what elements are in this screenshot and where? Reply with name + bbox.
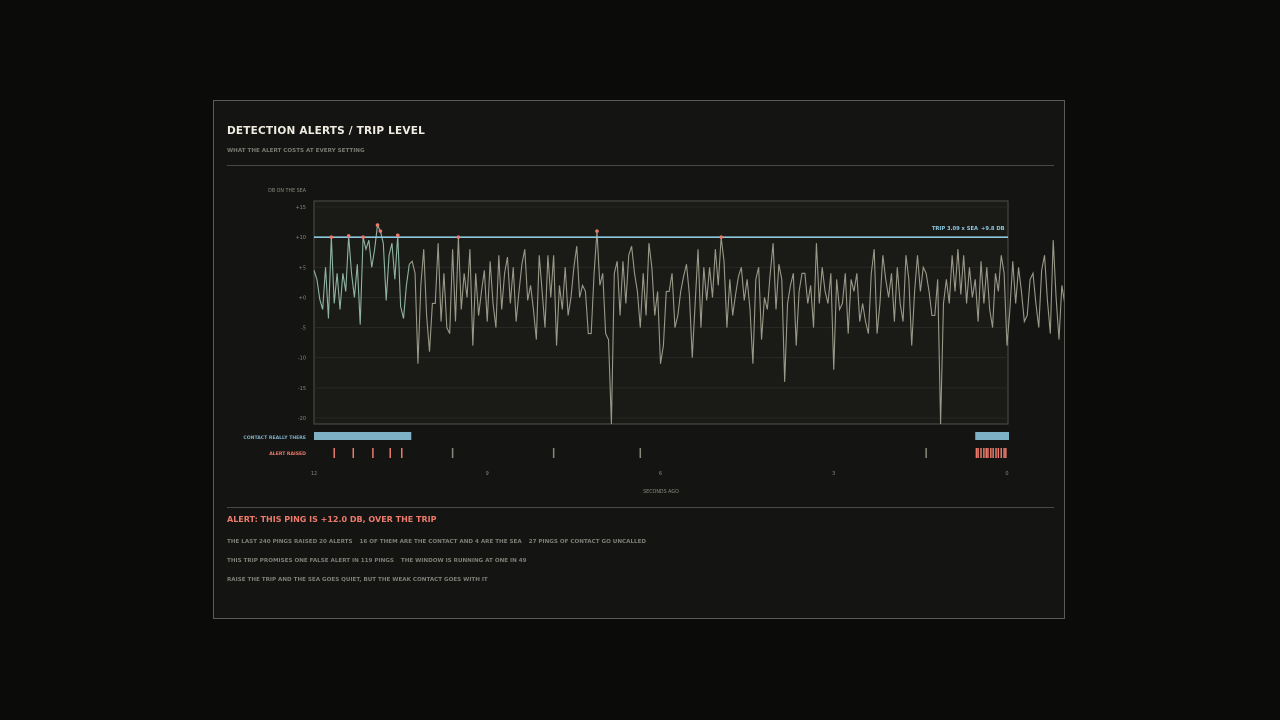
alert-markers (329, 223, 723, 239)
alert-row-label: ALERT RAISED (269, 451, 306, 457)
detection-panel: DETECTION ALERTS / TRIP LEVEL WHAT THE A… (213, 100, 1065, 619)
alert-point (346, 234, 351, 238)
alert-headline: ALERT: THIS PING IS +12.0 DB, OVER THE T… (227, 515, 437, 524)
y-tick-label: +5 (299, 265, 306, 271)
y-axis-label: DB ON THE SEA (268, 188, 307, 194)
trip-level-label: TRIP 3.09 x SEA (932, 226, 978, 232)
x-tick-label: 3 (832, 471, 835, 477)
contact-interval-bar (975, 432, 1009, 440)
summary-uncalled: 27 PINGS OF CONTACT GO UNCALLED (528, 539, 647, 545)
alert-point (329, 235, 334, 239)
alert-point (375, 223, 380, 227)
detection-chart: +15 +10 +5 +0 -5 -10 -15 -20 DB ON THE SEA 12 9 6 3… (243, 188, 1064, 495)
panel-subtitle: WHAT THE ALERT COSTS AT EVERY SETTING (227, 148, 365, 154)
y-tick-label: +10 (295, 235, 306, 241)
signal-trace (313, 223, 1064, 425)
event-rows: CONTACT REALLY THERE ALERT RAISED (243, 432, 1009, 458)
contact-row-label: CONTACT REALLY THERE (243, 435, 306, 441)
x-tick-label: 12 (311, 471, 317, 477)
summary-window-rate: THE WINDOW IS RUNNING AT ONE IN 49 (400, 558, 527, 564)
x-tick-label: 9 (486, 471, 489, 477)
y-axis: +15 +10 +5 +0 -5 -10 -15 -20 DB ON THE SEA (268, 188, 307, 422)
x-axis: 12 9 6 3 0 SECONDS AGO (311, 471, 1009, 495)
alert-point (361, 235, 365, 239)
summary-line-2: THIS TRIP PROMISES ONE FALSE ALERT IN 11… (227, 558, 534, 564)
summary-alert-count: THE LAST 240 PINGS RAISED 20 ALERTS (227, 539, 353, 545)
summary-line-3: RAISE THE TRIP AND THE SEA GOES QUIET, B… (227, 577, 495, 583)
bottom-divider (227, 507, 1054, 508)
top-divider (227, 165, 1054, 166)
trip-level: TRIP 3.09 x SEA +9.8 DB (314, 226, 1008, 238)
plot-frame (313, 200, 1009, 425)
y-tick-label: -5 (301, 326, 306, 332)
alert-point (378, 229, 383, 233)
summary-false-rate: THIS TRIP PROMISES ONE FALSE ALERT IN 11… (227, 558, 394, 564)
y-tick-label: +0 (299, 295, 306, 301)
summary-advice: RAISE THE TRIP AND THE SEA GOES QUIET, B… (227, 577, 488, 583)
x-axis-label: SECONDS AGO (643, 489, 679, 495)
signal-line-contact (313, 223, 410, 325)
summary-contact-split: 16 OF THEM ARE THE CONTACT AND 4 ARE THE… (359, 539, 522, 545)
alert-point (456, 235, 461, 239)
panel-title: DETECTION ALERTS / TRIP LEVEL (227, 125, 425, 137)
signal-line-sea (408, 231, 1064, 425)
y-tick-label: -10 (298, 356, 306, 362)
alert-point (395, 233, 400, 238)
contact-interval-bar (314, 432, 412, 440)
summary-line-1: THE LAST 240 PINGS RAISED 20 ALERTS 16 OF… (227, 539, 653, 545)
alert-point (595, 229, 599, 233)
x-tick-label: 0 (1005, 471, 1008, 477)
alert-point (719, 235, 723, 239)
y-tick-label: +15 (295, 205, 306, 211)
gridlines (313, 200, 1009, 425)
x-tick-label: 6 (659, 471, 662, 477)
latest-value-label: +9.8 DB (981, 226, 1005, 232)
y-tick-label: -20 (298, 416, 306, 422)
y-tick-label: -15 (298, 386, 306, 392)
